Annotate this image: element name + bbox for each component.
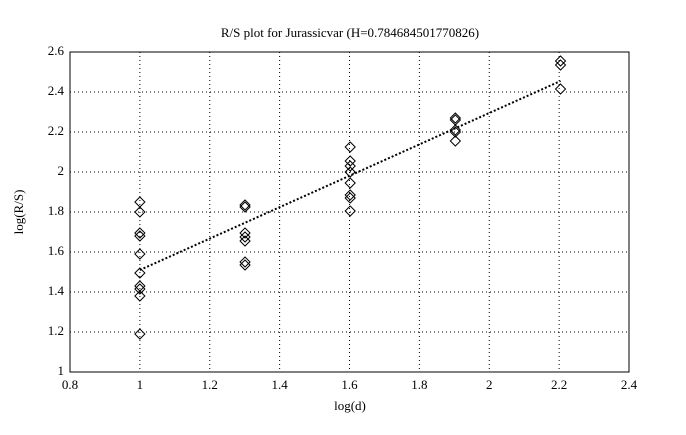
- diamond-marker: [554, 59, 567, 71]
- diamond-marker: [134, 227, 146, 239]
- x-tick-label: 1: [137, 377, 144, 392]
- x-tick-label: 1.2: [202, 377, 218, 392]
- diamond-marker: [134, 206, 146, 218]
- diamond-marker: [344, 192, 356, 204]
- x-tick-label: 0.8: [62, 377, 78, 392]
- y-tick-label: 1.4: [48, 283, 65, 298]
- diamond-marker: [344, 160, 356, 172]
- diamond-marker: [134, 248, 146, 260]
- chart-title: R/S plot for Jurassicvar (H=0.7846845017…: [221, 25, 479, 40]
- y-tick-label: 2.6: [48, 43, 65, 58]
- y-tick-label: 1: [58, 363, 65, 378]
- diamond-marker: [134, 290, 146, 302]
- y-axis-label: log(R/S): [11, 190, 26, 235]
- x-tick-label: 1.6: [341, 377, 358, 392]
- x-tick-label: 2.4: [621, 377, 638, 392]
- diamond-marker: [239, 199, 251, 211]
- diamond-marker: [344, 177, 356, 189]
- diamond-marker: [554, 83, 567, 95]
- diamond-marker: [239, 227, 251, 239]
- diamond-marker: [134, 283, 146, 295]
- y-tick-label: 1.2: [48, 323, 64, 338]
- fit-line: [139, 80, 561, 271]
- diamond-marker: [449, 112, 462, 124]
- diamond-marker: [449, 124, 462, 136]
- diamond-marker: [344, 205, 356, 217]
- y-tick-label: 1.6: [48, 243, 65, 258]
- diamond-marker: [134, 267, 146, 279]
- diamond-marker: [239, 235, 251, 247]
- diamond-marker: [554, 55, 567, 67]
- diamond-marker: [344, 141, 356, 153]
- diamond-marker: [239, 256, 251, 268]
- diamond-marker: [134, 230, 146, 242]
- diamond-marker: [344, 166, 356, 178]
- x-tick-label: 1.8: [411, 377, 427, 392]
- y-tick-label: 2: [58, 163, 65, 178]
- x-tick-label: 2: [486, 377, 493, 392]
- x-tick-label: 2.2: [551, 377, 567, 392]
- diamond-marker: [344, 155, 356, 167]
- diamond-marker: [239, 201, 251, 213]
- y-tick-label: 2.4: [48, 83, 65, 98]
- diamond-marker: [239, 259, 251, 271]
- diamond-marker: [449, 135, 462, 147]
- diamond-marker: [344, 189, 356, 201]
- x-tick-label: 1.4: [272, 377, 289, 392]
- y-tick-label: 2.2: [48, 123, 64, 138]
- x-axis-label: log(d): [334, 398, 366, 413]
- y-tick-label: 1.8: [48, 203, 64, 218]
- diamond-marker: [134, 328, 146, 340]
- diamond-marker: [239, 231, 251, 243]
